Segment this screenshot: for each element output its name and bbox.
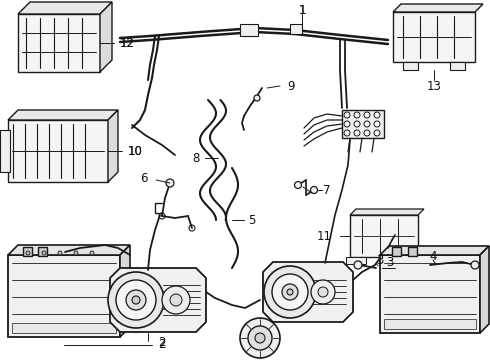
Circle shape: [364, 121, 370, 127]
Circle shape: [240, 318, 280, 358]
Circle shape: [264, 266, 316, 318]
Circle shape: [354, 112, 360, 118]
Circle shape: [364, 112, 370, 118]
Circle shape: [58, 251, 62, 255]
Bar: [403, 62, 418, 70]
Bar: [8, 120, 108, 182]
Text: 11: 11: [317, 230, 332, 243]
Circle shape: [132, 296, 140, 304]
Circle shape: [282, 284, 298, 300]
Bar: [350, 215, 418, 257]
Circle shape: [255, 333, 265, 343]
Text: 1: 1: [298, 4, 306, 17]
Text: 5: 5: [248, 213, 255, 226]
Bar: [240, 24, 258, 36]
Text: 1: 1: [298, 4, 306, 17]
Circle shape: [344, 112, 350, 118]
Text: 4: 4: [429, 251, 437, 264]
Circle shape: [344, 130, 350, 136]
Polygon shape: [350, 209, 424, 215]
Circle shape: [26, 251, 30, 255]
Circle shape: [166, 179, 174, 187]
Circle shape: [272, 274, 308, 310]
Polygon shape: [8, 110, 118, 120]
Bar: [393, 12, 475, 62]
Text: 3: 3: [376, 253, 383, 266]
Text: 10: 10: [128, 144, 143, 158]
Circle shape: [108, 272, 164, 328]
Bar: [290, 24, 302, 34]
Polygon shape: [18, 2, 112, 14]
Text: 2: 2: [158, 338, 166, 351]
Text: 6: 6: [141, 171, 148, 185]
Bar: [0, 130, 10, 172]
Text: 13: 13: [427, 80, 441, 93]
Text: 3: 3: [386, 256, 393, 269]
Circle shape: [294, 181, 301, 189]
Circle shape: [471, 261, 479, 269]
Circle shape: [374, 121, 380, 127]
Circle shape: [311, 280, 335, 304]
Bar: [450, 62, 465, 70]
Bar: [392, 247, 401, 256]
Text: 12: 12: [120, 36, 135, 50]
Text: 8: 8: [193, 152, 200, 165]
Circle shape: [354, 121, 360, 127]
Bar: [346, 257, 366, 264]
Circle shape: [354, 130, 360, 136]
Bar: [408, 247, 417, 256]
Polygon shape: [108, 110, 118, 182]
Circle shape: [364, 130, 370, 136]
Circle shape: [311, 186, 318, 194]
Polygon shape: [120, 245, 130, 337]
Circle shape: [248, 326, 272, 350]
Text: 7: 7: [323, 184, 330, 197]
Circle shape: [374, 112, 380, 118]
Text: 10: 10: [128, 144, 143, 158]
Circle shape: [287, 289, 293, 295]
Circle shape: [344, 121, 350, 127]
Text: 9: 9: [287, 80, 294, 93]
Polygon shape: [480, 246, 489, 333]
Circle shape: [126, 290, 146, 310]
Bar: [342, 110, 384, 138]
Bar: [18, 14, 100, 72]
Polygon shape: [100, 2, 112, 72]
Bar: [384, 319, 476, 329]
Circle shape: [116, 280, 156, 320]
Circle shape: [170, 294, 182, 306]
Circle shape: [318, 287, 328, 297]
Circle shape: [254, 95, 260, 101]
Circle shape: [162, 286, 190, 314]
Polygon shape: [8, 245, 130, 255]
Text: 2: 2: [158, 337, 166, 350]
Bar: [12, 323, 116, 333]
Circle shape: [90, 251, 94, 255]
Bar: [380, 255, 480, 333]
Bar: [38, 247, 47, 256]
Circle shape: [354, 261, 362, 269]
Circle shape: [42, 251, 46, 255]
Polygon shape: [380, 246, 489, 255]
Bar: [23, 247, 32, 256]
Polygon shape: [263, 262, 353, 322]
Circle shape: [374, 130, 380, 136]
Text: 12: 12: [120, 36, 135, 50]
Bar: [8, 255, 120, 337]
Bar: [402, 257, 422, 264]
Polygon shape: [393, 4, 483, 12]
Polygon shape: [110, 268, 206, 332]
Circle shape: [74, 251, 78, 255]
